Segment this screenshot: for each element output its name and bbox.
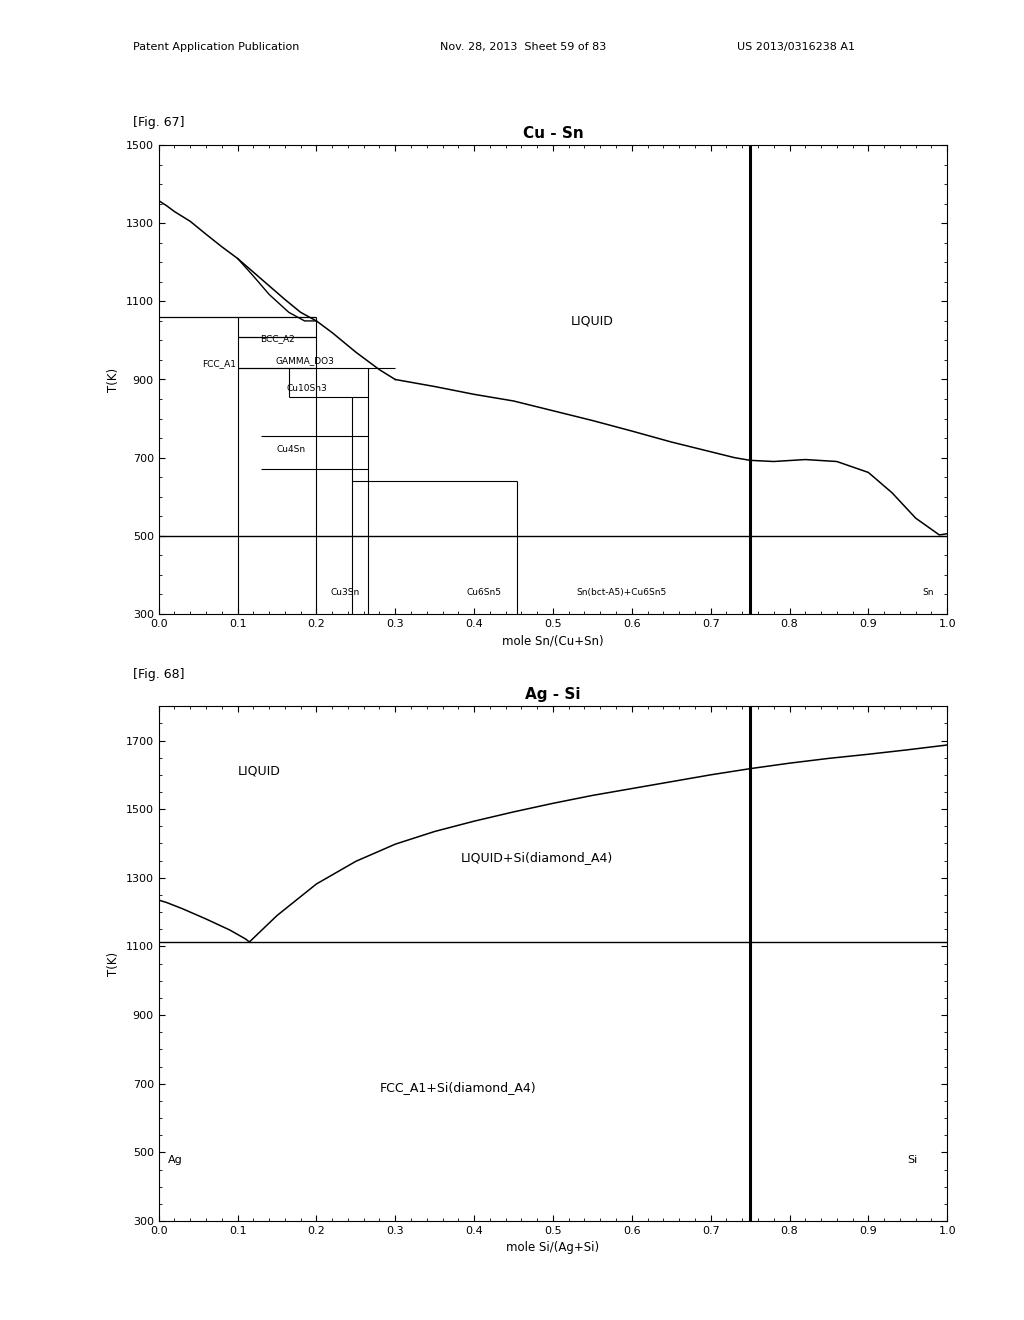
Y-axis label: T(K): T(K) [108,367,120,392]
Text: FCC_A1+Si(diamond_A4): FCC_A1+Si(diamond_A4) [380,1081,537,1094]
Text: [Fig. 68]: [Fig. 68] [133,668,184,681]
Title: Cu - Sn: Cu - Sn [522,127,584,141]
Text: Sn(bct-A5)+Cu6Sn5: Sn(bct-A5)+Cu6Sn5 [577,587,667,597]
Text: Cu6Sn5: Cu6Sn5 [466,587,501,597]
Text: Patent Application Publication: Patent Application Publication [133,42,299,53]
Text: GAMMA_DO3: GAMMA_DO3 [275,356,334,366]
Text: BCC_A2: BCC_A2 [260,334,294,343]
X-axis label: mole Si/(Ag+Si): mole Si/(Ag+Si) [507,1241,599,1254]
Text: LIQUID: LIQUID [571,314,613,327]
Text: Ag: Ag [168,1155,183,1166]
Text: LIQUID+Si(diamond_A4): LIQUID+Si(diamond_A4) [461,850,613,863]
Y-axis label: T(K): T(K) [108,952,120,975]
Title: Ag - Si: Ag - Si [525,688,581,702]
Text: Nov. 28, 2013  Sheet 59 of 83: Nov. 28, 2013 Sheet 59 of 83 [440,42,606,53]
Text: US 2013/0316238 A1: US 2013/0316238 A1 [737,42,855,53]
Text: Cu3Sn: Cu3Sn [331,587,359,597]
X-axis label: mole Sn/(Cu+Sn): mole Sn/(Cu+Sn) [502,634,604,647]
Text: FCC_A1: FCC_A1 [202,359,237,368]
Text: Cu10Sn3: Cu10Sn3 [287,384,328,392]
Text: Sn: Sn [922,587,934,597]
Text: Si: Si [907,1155,918,1166]
Text: LIQUID: LIQUID [238,764,281,777]
Text: Cu4Sn: Cu4Sn [276,445,306,454]
Text: [Fig. 67]: [Fig. 67] [133,116,184,129]
